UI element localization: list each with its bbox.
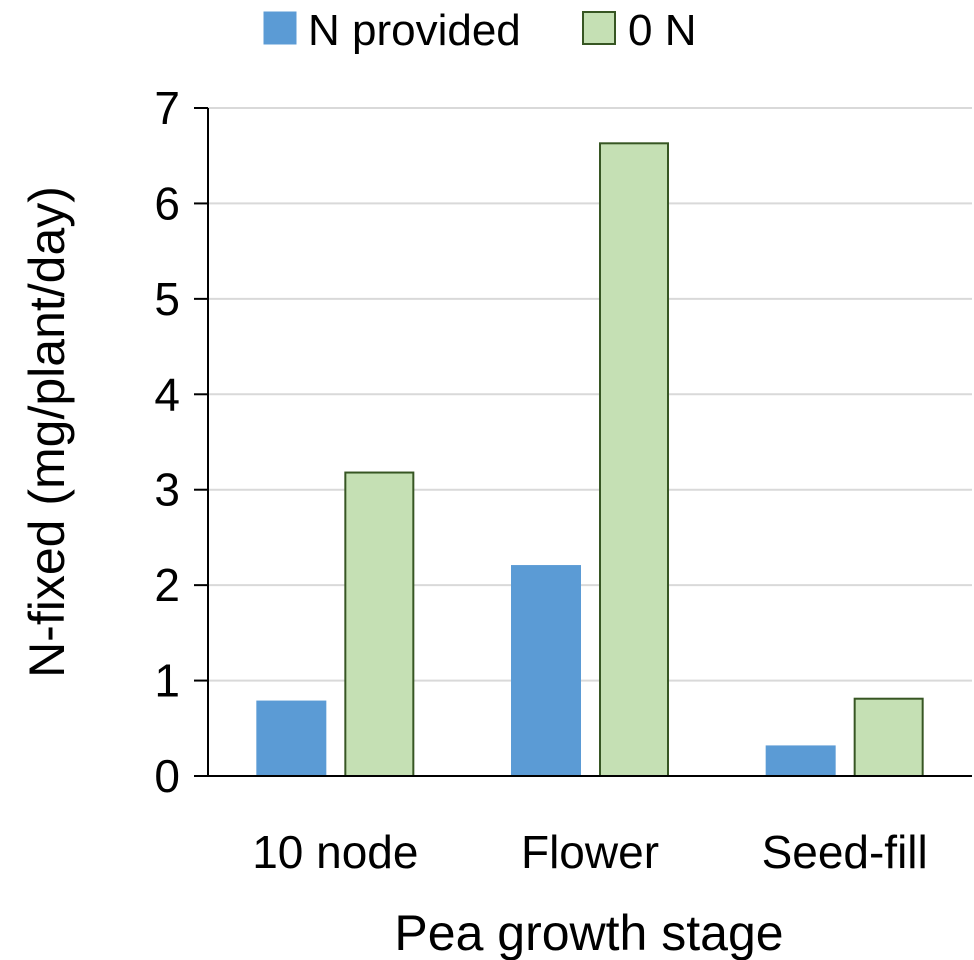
x-tick-label-0: 10 node xyxy=(252,826,418,878)
legend-swatch-n-provided xyxy=(263,11,297,45)
bar-n-provided-10-node xyxy=(256,700,327,778)
y-tick-label-1: 1 xyxy=(154,655,180,707)
bar-0-n-flower xyxy=(599,142,669,777)
x-tick-label-1: Flower xyxy=(521,826,659,878)
x-tick-label-2: Seed-fill xyxy=(762,826,928,878)
y-tick-label-3: 3 xyxy=(154,464,180,516)
bar-n-provided-seed-fill xyxy=(765,745,836,777)
gridlines xyxy=(208,107,972,682)
x-axis-title: Pea growth stage xyxy=(394,905,783,960)
bar-0-n-seed-fill xyxy=(853,697,924,778)
y-tick-label-7: 7 xyxy=(154,82,180,134)
axes: 0 1 2 3 4 5 6 7 10 node Flower Seed-fill xyxy=(154,82,972,878)
legend-swatch-0-n xyxy=(582,11,616,45)
y-tick-label-0: 0 xyxy=(154,750,180,802)
y-tick-label-5: 5 xyxy=(154,273,180,325)
y-tick-label-2: 2 xyxy=(154,559,180,611)
y-tick-label-4: 4 xyxy=(154,368,180,420)
legend-label-0-n: 0 N xyxy=(628,6,696,55)
bar-0-n-10-node xyxy=(344,471,415,777)
y-tick-label-6: 6 xyxy=(154,177,180,229)
bars xyxy=(256,142,924,778)
bar-n-provided-flower xyxy=(511,565,581,777)
y-axis-title: N-fixed (mg/plant/day) xyxy=(19,186,75,678)
legend: N provided 0 N xyxy=(263,6,696,55)
legend-label-n-provided: N provided xyxy=(308,6,521,55)
